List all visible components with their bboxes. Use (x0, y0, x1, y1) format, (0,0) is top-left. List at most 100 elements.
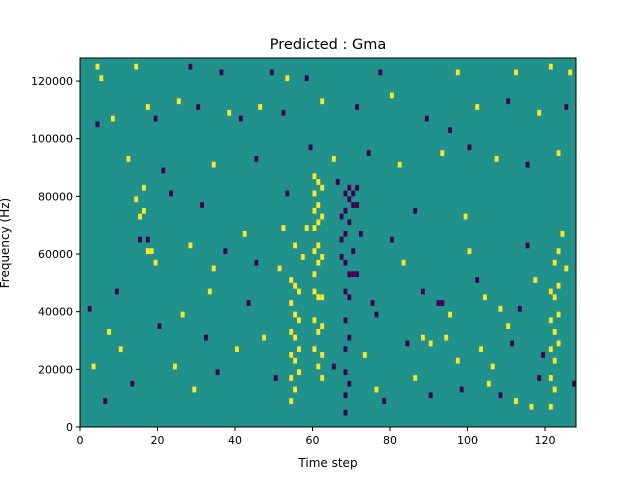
heatmap-cell (556, 150, 561, 157)
heatmap-cell (448, 127, 453, 133)
heatmap-cell (552, 386, 557, 393)
x-axis-label: Time step (297, 456, 357, 470)
heatmap-cell (103, 398, 108, 404)
heatmap-cell (339, 213, 344, 220)
heatmap-cell (215, 369, 220, 376)
heatmap-cell (188, 242, 193, 249)
heatmap-cell (552, 328, 557, 335)
heatmap-cell (343, 409, 348, 416)
heatmap-cell (366, 150, 371, 157)
heatmap-cell (374, 386, 379, 393)
heatmap-cell (343, 259, 348, 266)
heatmap-cell (262, 334, 267, 341)
heatmap-cell (320, 294, 325, 301)
heatmap-cell (289, 328, 294, 335)
heatmap-cells (87, 63, 577, 416)
heatmap-cell (316, 363, 321, 370)
heatmap-cell (254, 259, 259, 266)
heatmap-cell (347, 334, 352, 341)
heatmap-cell (142, 207, 146, 214)
heatmap-cell (312, 190, 317, 197)
heatmap-cell (312, 288, 317, 295)
heatmap-cell (173, 363, 177, 370)
heatmap-cell (572, 380, 577, 387)
heatmap-cell (134, 63, 139, 70)
heatmap-cell (355, 271, 360, 278)
heatmap-cell (312, 173, 317, 180)
heatmap-cell (130, 380, 135, 387)
heatmap-cell (494, 156, 499, 162)
heatmap-cell (347, 196, 352, 203)
heatmap-cell (548, 403, 553, 410)
heatmap-cell (293, 242, 298, 249)
heatmap-cell (548, 346, 553, 353)
heatmap-cell (378, 69, 383, 76)
heatmap-cell (312, 207, 317, 214)
y-tick-label: 60000 (38, 248, 73, 261)
heatmap-cell (316, 219, 321, 226)
heatmap-cell (347, 294, 352, 301)
heatmap-cell (343, 369, 348, 376)
heatmap-cell (145, 236, 150, 243)
heatmap-cell (126, 156, 131, 162)
heatmap-cell (467, 144, 472, 151)
heatmap-cell (490, 363, 495, 370)
heatmap-cell (541, 352, 546, 358)
heatmap-cell (459, 386, 464, 393)
heatmap-cell (343, 190, 348, 197)
heatmap-cell (359, 230, 363, 237)
heatmap-cell (258, 104, 263, 110)
heatmap-cell (176, 98, 181, 105)
heatmap-cell (169, 190, 174, 197)
heatmap-cell (289, 352, 294, 358)
heatmap-cell (351, 248, 356, 255)
heatmap-cell (145, 104, 150, 110)
heatmap-cell (362, 352, 367, 358)
heatmap-cell (145, 248, 150, 255)
heatmap-cell (196, 104, 201, 110)
x-tick-label: 120 (535, 434, 556, 447)
heatmap-cell (339, 236, 344, 243)
heatmap-cell (390, 92, 394, 99)
heatmap-cell (316, 179, 321, 185)
heatmap-cell (254, 156, 259, 162)
heatmap-cell (343, 392, 348, 399)
heatmap-cell (277, 265, 282, 272)
heatmap-cell (548, 63, 553, 70)
heatmap-cell (347, 219, 352, 226)
heatmap-cell (370, 300, 375, 306)
heatmap-cell (556, 340, 561, 347)
heatmap-cell (556, 311, 561, 318)
heatmap-cell (219, 69, 224, 76)
heatmap-cell (246, 300, 251, 306)
heatmap-cell (448, 311, 453, 318)
heatmap-cell (320, 323, 325, 329)
heatmap-cell (297, 317, 301, 324)
heatmap-cell (498, 392, 503, 399)
heatmap-cell (331, 363, 336, 370)
heatmap-cell (401, 259, 406, 266)
x-tick-label: 100 (457, 434, 478, 447)
heatmap-cell (331, 156, 336, 162)
heatmap-cell (475, 277, 480, 283)
heatmap-cell (161, 167, 166, 174)
heatmap-cell (436, 300, 441, 306)
heatmap-cell (483, 294, 487, 301)
heatmap-cell (335, 179, 340, 185)
heatmap-cell (440, 150, 445, 157)
heatmap-cell (118, 346, 123, 353)
heatmap-cell (564, 104, 569, 110)
heatmap-cell (293, 357, 298, 364)
heatmap-cell (316, 259, 321, 266)
heatmap-cell (91, 363, 96, 370)
heatmap-cell (320, 375, 325, 381)
heatmap-cell (552, 294, 557, 301)
heatmap-cell (390, 236, 394, 243)
heatmap-cell (421, 334, 425, 341)
heatmap-cell (304, 75, 309, 82)
heatmap-cell (273, 375, 278, 381)
heatmap-cell (343, 207, 348, 214)
heatmap-cell (374, 311, 379, 318)
heatmap-cell (293, 334, 298, 341)
